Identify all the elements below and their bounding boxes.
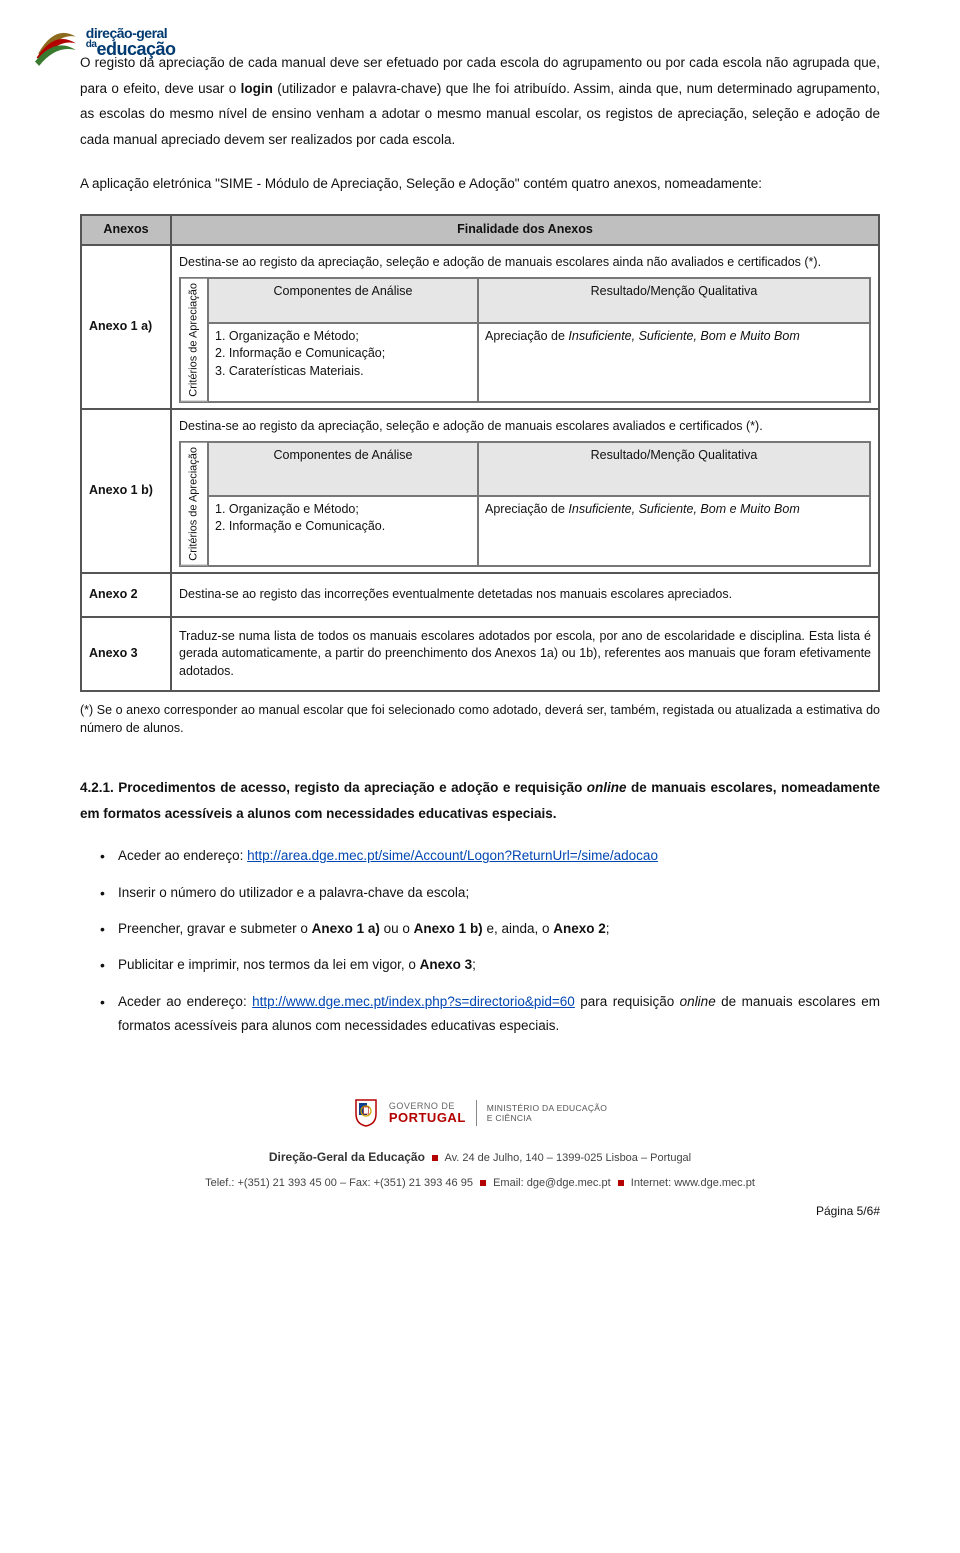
footer-email: dge@dge.mec.pt xyxy=(527,1177,611,1189)
sec-italic: online xyxy=(587,780,627,795)
res-pre: Apreciação de xyxy=(485,502,568,516)
b3-post: ; xyxy=(606,921,610,936)
link-dge[interactable]: http://www.dge.mec.pt/index.php?s=direct… xyxy=(252,994,575,1009)
criteria-vlabel: Critérios de Apreciação xyxy=(180,442,208,566)
res-header: Resultado/Menção Qualitativa xyxy=(478,278,870,322)
p2-text: A aplicação eletrónica "SIME - Módulo de… xyxy=(80,176,762,191)
paragraph-1: O registo da apreciação de cada manual d… xyxy=(80,50,880,153)
footer-contact-line: Telef.: +(351) 21 393 45 00 – Fax: +(351… xyxy=(80,1173,880,1194)
anexos-table: Anexos Finalidade dos Anexos Anexo 1 a) … xyxy=(80,214,880,692)
comp-list: 1. Organização e Método; 2. Informação e… xyxy=(208,323,478,402)
table-row: Anexo 3 Traduz-se numa lista de todos os… xyxy=(81,617,879,692)
res-italic: Insuficiente, Suficiente, Bom e Muito Bo… xyxy=(568,329,799,343)
anexo-content: Destina-se ao registo da apreciação, sel… xyxy=(171,245,879,409)
res-text: Apreciação de Insuficiente, Suficiente, … xyxy=(478,496,870,567)
logo-swoosh xyxy=(30,20,80,70)
footer-web: www.dge.mec.pt xyxy=(674,1177,755,1189)
list-item: Aceder ao endereço: http://www.dge.mec.p… xyxy=(100,990,880,1039)
b3-b2: Anexo 1 b) xyxy=(414,921,483,936)
min-line1: MINISTÉRIO DA EDUCAÇÃO xyxy=(487,1103,607,1113)
anexo-label: Anexo 2 xyxy=(81,573,171,617)
anexo-desc: Destina-se ao registo das incorreções ev… xyxy=(171,573,879,617)
criteria-vlabel: Critérios de Apreciação xyxy=(180,278,208,402)
anexo-label: Anexo 1 a) xyxy=(81,245,171,409)
page-number: Página 5/6# xyxy=(80,1200,880,1223)
criteria-grid: Critérios de Apreciação Componentes de A… xyxy=(179,441,871,567)
list-item: Inserir o número do utilizador e a palav… xyxy=(100,881,880,905)
page-footer: GOVERNO DE PORTUGAL MINISTÉRIO DA EDUCAÇ… xyxy=(80,1098,880,1223)
document-body: O registo da apreciação de cada manual d… xyxy=(80,50,880,1038)
anexo-label: Anexo 1 b) xyxy=(81,409,171,573)
min-line2: E CIÊNCIA xyxy=(487,1113,607,1123)
anexo-desc: Destina-se ao registo da apreciação, sel… xyxy=(179,415,871,442)
separator-icon xyxy=(480,1180,486,1186)
separator-icon xyxy=(432,1155,438,1161)
link-sime[interactable]: http://area.dge.mec.pt/sime/Account/Logo… xyxy=(247,848,658,863)
b5-italic: online xyxy=(680,994,716,1009)
logo-line2-small: da xyxy=(86,39,97,50)
p1-bold: login xyxy=(241,81,273,96)
gov-text: GOVERNO DE PORTUGAL xyxy=(389,1102,466,1124)
list-item: Aceder ao endereço: http://area.dge.mec.… xyxy=(100,844,880,868)
anexo-content: Destina-se ao registo da apreciação, sel… xyxy=(171,409,879,573)
res-text: Apreciação de Insuficiente, Suficiente, … xyxy=(478,323,870,402)
list-item: Preencher, gravar e submeter o Anexo 1 a… xyxy=(100,917,880,941)
b3-pre: Preencher, gravar e submeter o xyxy=(118,921,312,936)
b4-pre: Publicitar e imprimir, nos termos da lei… xyxy=(118,957,420,972)
anexo-label: Anexo 3 xyxy=(81,617,171,692)
res-italic: Insuficiente, Suficiente, Bom e Muito Bo… xyxy=(568,502,799,516)
res-header: Resultado/Menção Qualitativa xyxy=(478,442,870,495)
th-anexos: Anexos xyxy=(81,215,171,245)
b5-pre: Aceder ao endereço: xyxy=(118,994,252,1009)
ministry-text: MINISTÉRIO DA EDUCAÇÃO E CIÊNCIA xyxy=(487,1103,607,1123)
anexo-desc: Traduz-se numa lista de todos os manuais… xyxy=(171,617,879,692)
footer-title: Direção-Geral da Educação xyxy=(269,1150,425,1164)
b3-b3: Anexo 2 xyxy=(553,921,606,936)
b4-post: ; xyxy=(472,957,476,972)
b5-mid: para requisição xyxy=(575,994,680,1009)
footer-address-line: Direção-Geral da Educação Av. 24 de Julh… xyxy=(80,1146,880,1169)
separator-icon xyxy=(618,1180,624,1186)
table-row: Anexo 2 Destina-se ao registo das incorr… xyxy=(81,573,879,617)
comp-header: Componentes de Análise xyxy=(208,278,478,322)
table-footnote: (*) Se o anexo corresponder ao manual es… xyxy=(80,702,880,737)
web-label: Internet: xyxy=(631,1177,674,1189)
footer-address: Av. 24 de Julho, 140 – 1399-025 Lisboa –… xyxy=(444,1152,691,1164)
email-label: Email: xyxy=(493,1177,527,1189)
comp-list: 1. Organização e Método; 2. Informação e… xyxy=(208,496,478,567)
b3-b1: Anexo 1 a) xyxy=(312,921,380,936)
logo-text: direção-geral daeducação xyxy=(86,20,176,58)
res-pre: Apreciação de xyxy=(485,329,568,343)
gov-portugal-logo: GOVERNO DE PORTUGAL MINISTÉRIO DA EDUCAÇ… xyxy=(353,1098,607,1128)
shield-icon xyxy=(353,1098,379,1128)
dge-logo: direção-geral daeducação xyxy=(30,20,190,80)
logo-line2: educação xyxy=(96,39,175,59)
list-item: Publicitar e imprimir, nos termos da lei… xyxy=(100,953,880,977)
logo-line1: direção-geral xyxy=(86,26,176,40)
anexo-desc: Destina-se ao registo da apreciação, sel… xyxy=(179,251,871,278)
table-row: Anexo 1 a) Destina-se ao registo da apre… xyxy=(81,245,879,409)
bullet-list: Aceder ao endereço: http://area.dge.mec.… xyxy=(80,844,880,1038)
sec-num: 4.2.1. Procedimentos de acesso, registo … xyxy=(80,780,587,795)
gov-line2: PORTUGAL xyxy=(389,1111,466,1124)
th-finalidade: Finalidade dos Anexos xyxy=(171,215,879,245)
b4-b: Anexo 3 xyxy=(420,957,473,972)
footer-phone: Telef.: +(351) 21 393 45 00 – Fax: +(351… xyxy=(205,1177,473,1189)
comp-header: Componentes de Análise xyxy=(208,442,478,495)
table-row: Anexo 1 b) Destina-se ao registo da apre… xyxy=(81,409,879,573)
section-4-2-1-heading: 4.2.1. Procedimentos de acesso, registo … xyxy=(80,775,880,826)
b1-pre: Aceder ao endereço: xyxy=(118,848,247,863)
criteria-grid: Critérios de Apreciação Componentes de A… xyxy=(179,277,871,403)
divider xyxy=(476,1100,477,1126)
b3-mid2: e, ainda, o xyxy=(483,921,554,936)
b3-mid1: ou o xyxy=(380,921,414,936)
paragraph-2: A aplicação eletrónica "SIME - Módulo de… xyxy=(80,171,880,197)
